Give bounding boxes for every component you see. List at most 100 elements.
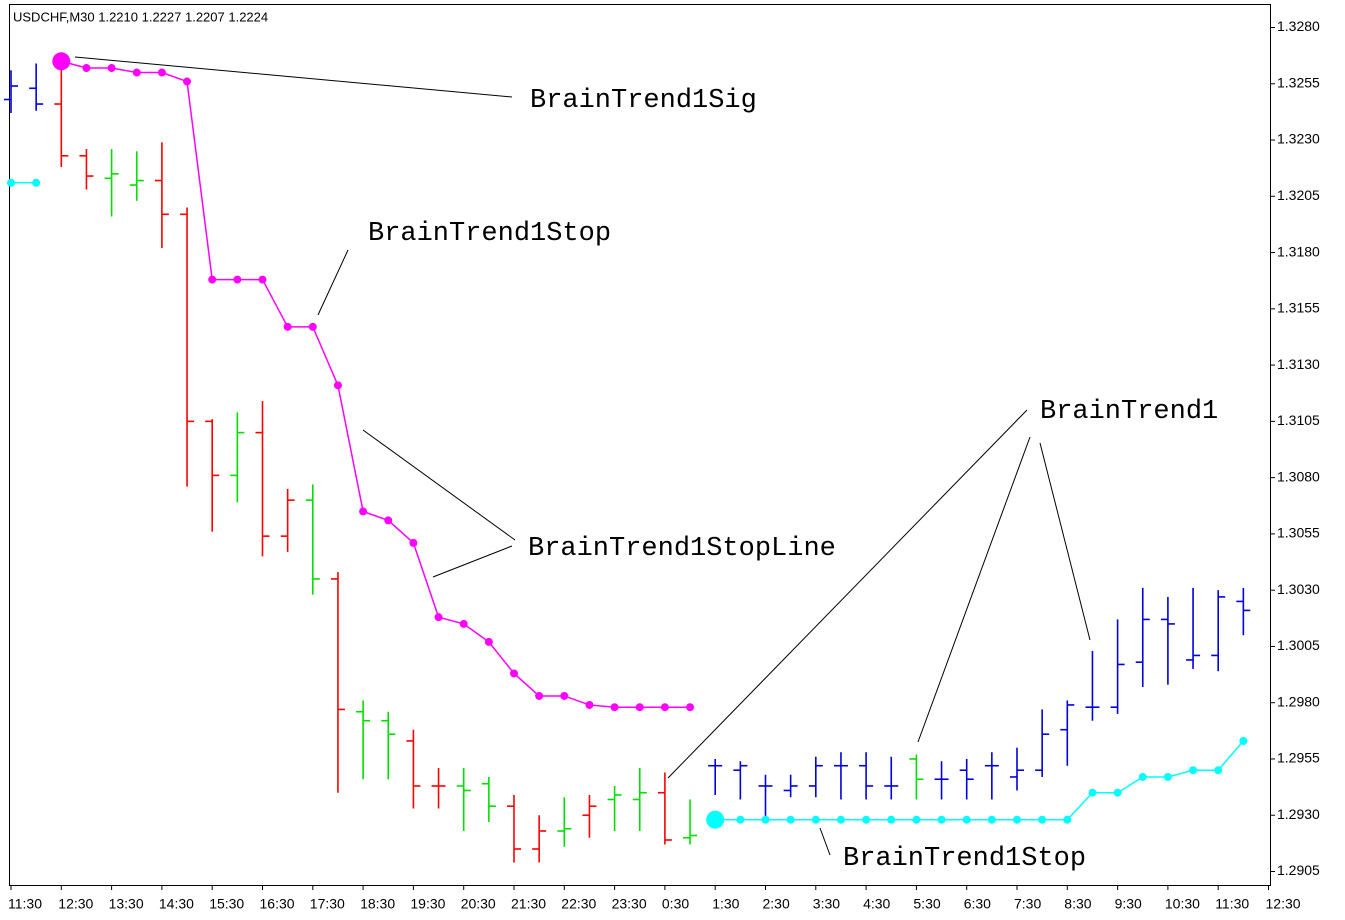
annotation: BrainTrend1StopLine	[528, 534, 836, 564]
indicator-dot	[862, 815, 871, 824]
indicator-dot	[987, 815, 996, 824]
plot-frame	[9, 4, 1271, 886]
x-tick-label: 15:30	[209, 896, 244, 912]
x-tick-label: 19:30	[410, 896, 445, 912]
indicator-dot	[912, 815, 921, 824]
callout-line	[432, 545, 513, 578]
x-tick-label: 7:30	[1014, 896, 1041, 912]
annotation: BrainTrend1Stop	[843, 844, 1086, 874]
callout-line	[917, 436, 1031, 743]
y-tick-label: 1.3180	[1277, 243, 1320, 259]
x-tick-label: 11:30	[1215, 896, 1249, 912]
y-tick-label: 1.3080	[1277, 468, 1320, 484]
indicator-dot	[635, 703, 644, 712]
annotation: BrainTrend1	[1040, 397, 1218, 427]
callout-line	[1039, 442, 1091, 641]
indicator-line	[11, 182, 1244, 821]
indicator-dot	[786, 815, 795, 824]
x-tick-label: 12:30	[1266, 896, 1301, 912]
y-tick-label: 1.3130	[1277, 356, 1320, 372]
callout-line	[667, 409, 1028, 779]
indicator-dot	[1189, 766, 1198, 775]
indicator-dot	[610, 703, 619, 712]
x-tick-label: 2:30	[763, 896, 790, 912]
indicator-dot	[1038, 815, 1047, 824]
signal-dot	[706, 810, 725, 829]
indicator-dot	[1214, 766, 1223, 775]
indicator-dot	[686, 703, 695, 712]
indicator-dot	[535, 691, 544, 700]
x-tick-label: 10:30	[1165, 896, 1200, 912]
indicator-dot	[1013, 815, 1021, 824]
callout-line	[819, 827, 831, 856]
x-tick-label: 5:30	[913, 896, 940, 912]
indicator-dot	[258, 275, 267, 284]
x-tick-label: 22:30	[561, 896, 596, 912]
indicator-dot	[409, 538, 418, 547]
y-tick-label: 1.3155	[1277, 300, 1320, 316]
indicator-dot	[836, 815, 845, 824]
indicator-dot	[585, 700, 594, 709]
y-tick-label: 1.2955	[1277, 750, 1320, 766]
x-tick-label: 0:30	[662, 896, 689, 912]
indicator-dot	[887, 815, 896, 824]
indicator-dot	[1163, 772, 1172, 781]
indicator-dot	[811, 815, 820, 824]
indicator-line	[61, 60, 691, 708]
x-tick-label: 14:30	[159, 896, 194, 912]
indicator-dot	[434, 613, 443, 622]
indicator-dot	[1113, 788, 1122, 797]
indicator-dot	[459, 619, 468, 628]
y-tick-label: 1.3255	[1277, 74, 1320, 90]
indicator-dot	[660, 703, 669, 712]
indicator-dot	[1138, 772, 1147, 781]
indicator-dot	[208, 275, 217, 284]
callout-line	[74, 56, 513, 98]
y-tick-label: 1.3005	[1277, 637, 1320, 653]
y-tick-label: 1.3205	[1277, 187, 1320, 203]
x-tick-label: 6:30	[964, 896, 991, 912]
indicator-dot	[1088, 788, 1097, 797]
y-tick-label: 1.2905	[1277, 862, 1320, 878]
indicator-dot	[484, 637, 493, 646]
y-tick-label: 1.3055	[1277, 525, 1320, 541]
y-tick-label: 1.2980	[1277, 693, 1320, 709]
callout-line	[317, 249, 349, 316]
indicator-dot	[761, 815, 770, 824]
x-tick-label: 17:30	[310, 896, 345, 912]
x-tick-label: 4:30	[863, 896, 890, 912]
y-tick-label: 1.3105	[1277, 412, 1320, 428]
indicator-dot	[233, 275, 242, 284]
indicator-dot	[82, 64, 91, 73]
indicator-dot	[183, 77, 192, 86]
x-tick-label: 1:30	[712, 896, 739, 912]
indicator-dot	[1063, 815, 1072, 824]
indicator-dot	[7, 178, 15, 187]
indicator-dot	[132, 68, 141, 77]
indicator-dot	[937, 815, 946, 824]
indicator-dot	[32, 178, 41, 187]
y-tick-label: 1.2930	[1277, 806, 1320, 822]
signal-dot	[52, 52, 71, 71]
indicator-dot	[962, 815, 971, 824]
x-tick-label: 18:30	[360, 896, 395, 912]
callout-line	[362, 429, 516, 541]
y-tick-label: 1.3030	[1277, 581, 1320, 597]
chart-title: USDCHF,M30 1.2210 1.2227 1.2207 1.2224	[13, 9, 268, 24]
x-tick-label: 12:30	[58, 896, 93, 912]
indicator-dot	[736, 815, 745, 824]
indicator-dot	[333, 381, 342, 390]
x-tick-label: 9:30	[1115, 896, 1142, 912]
annotation: BrainTrend1Sig	[530, 86, 757, 116]
annotation: BrainTrend1Stop	[368, 219, 611, 249]
x-tick-label: 23:30	[612, 896, 647, 912]
indicator-dot	[308, 322, 317, 331]
x-tick-label: 13:30	[109, 896, 144, 912]
indicator-dot	[359, 507, 368, 516]
indicator-dot	[107, 64, 116, 73]
x-tick-label: 8:30	[1064, 896, 1091, 912]
indicator-dot	[157, 68, 166, 77]
y-tick-label: 1.3280	[1277, 18, 1320, 34]
y-tick-label: 1.3230	[1277, 131, 1320, 147]
